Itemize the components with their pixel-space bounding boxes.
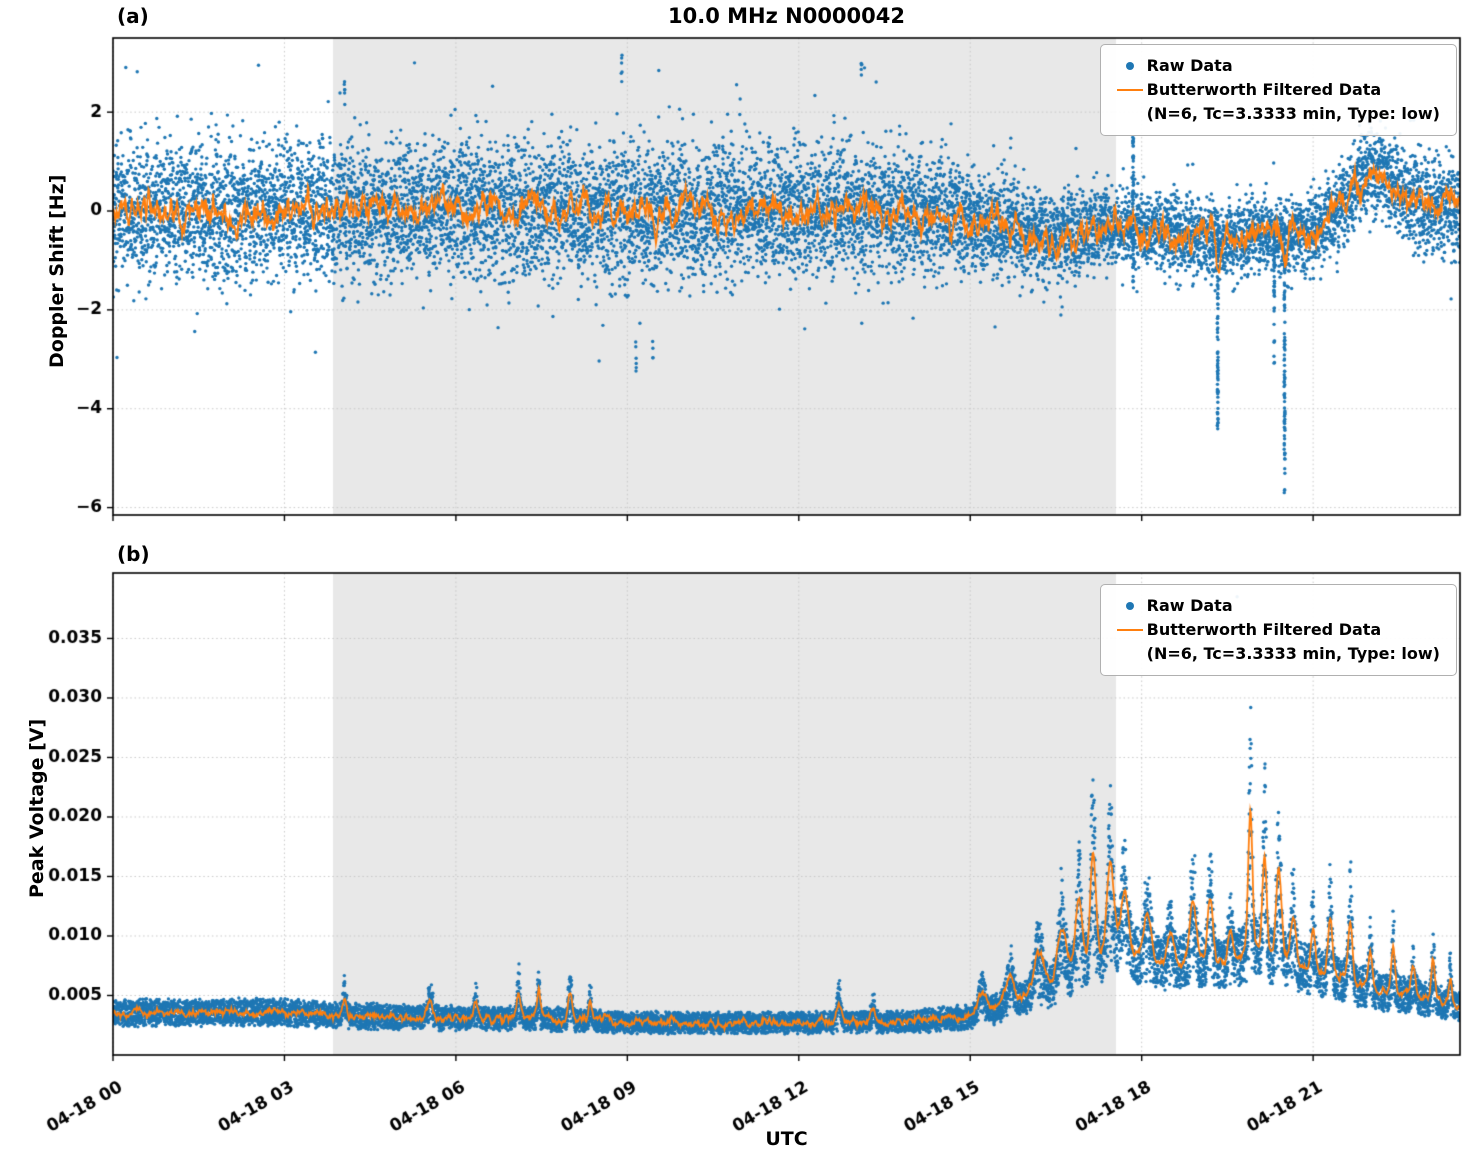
legend-filtered-params: (N=6, Tc=3.3333 min, Type: low) xyxy=(1146,644,1440,663)
panel-b-label: (b) xyxy=(117,542,150,566)
legend-panel-b: Raw Data Butterworth Filtered Data (N=6,… xyxy=(1099,584,1457,676)
x-axis-label: UTC xyxy=(765,1128,808,1150)
filtered-line-marker-icon xyxy=(1113,629,1147,631)
filtered-line-marker-icon xyxy=(1113,89,1147,91)
legend-raw-label: Raw Data xyxy=(1146,596,1233,615)
legend-row-raw: Raw Data xyxy=(1113,594,1440,618)
raw-data-marker-icon xyxy=(1113,602,1147,610)
y-axis-label-doppler: Doppler Shift [Hz] xyxy=(46,174,68,368)
legend-row-raw: Raw Data xyxy=(1113,54,1440,78)
y-axis-label-voltage: Peak Voltage [V] xyxy=(26,718,48,898)
legend-row-filtered: Butterworth Filtered Data xyxy=(1113,78,1440,102)
chart-title: 10.0 MHz N0000042 xyxy=(668,4,905,28)
raw-data-marker-icon xyxy=(1113,62,1147,70)
legend-row-filtered: Butterworth Filtered Data xyxy=(1113,618,1440,642)
legend-filtered-label: Butterworth Filtered Data xyxy=(1146,80,1382,99)
legend-raw-label: Raw Data xyxy=(1146,56,1233,75)
legend-panel-a: Raw Data Butterworth Filtered Data (N=6,… xyxy=(1099,44,1457,136)
panel-a-label: (a) xyxy=(117,4,149,28)
legend-filtered-params: (N=6, Tc=3.3333 min, Type: low) xyxy=(1146,104,1440,123)
legend-filtered-label: Butterworth Filtered Data xyxy=(1146,620,1382,639)
